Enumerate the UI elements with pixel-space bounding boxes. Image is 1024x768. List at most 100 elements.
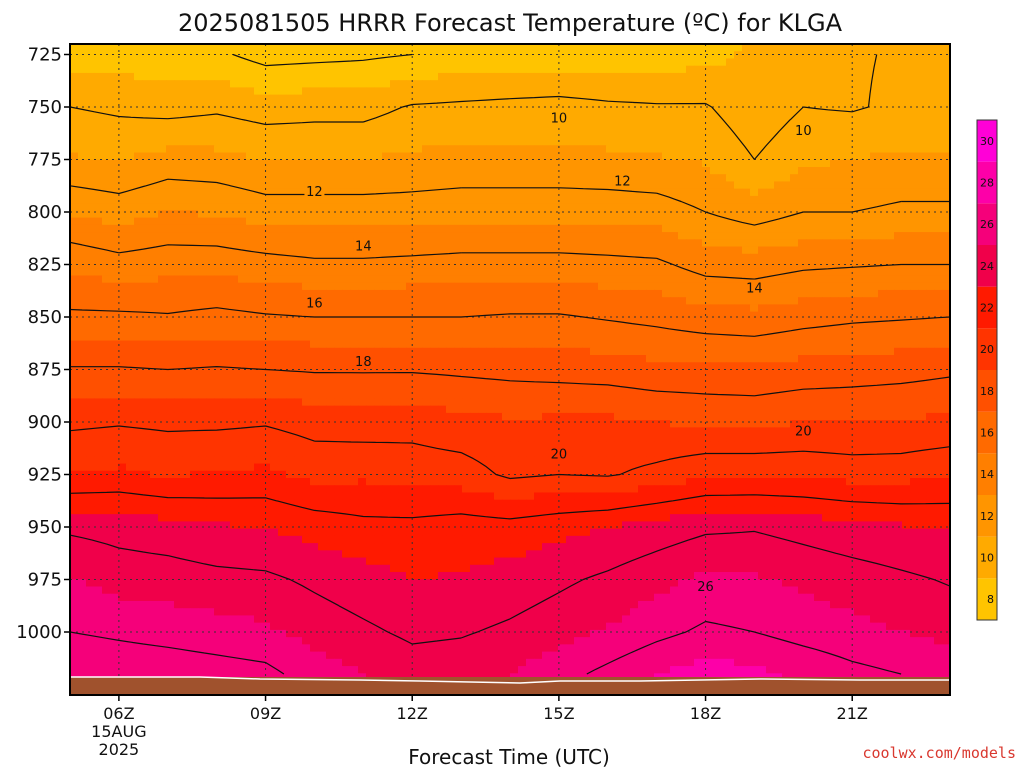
fill-cell xyxy=(206,174,215,183)
fill-cell xyxy=(182,311,191,320)
fill-cell xyxy=(558,282,567,291)
fill-cell xyxy=(638,217,647,226)
fill-cell xyxy=(694,333,703,342)
fill-cell xyxy=(166,101,175,110)
fill-cell xyxy=(94,203,103,211)
fill-cell xyxy=(846,232,855,240)
fill-cell xyxy=(590,340,599,349)
fill-cell xyxy=(878,94,887,103)
fill-cell xyxy=(214,333,223,342)
fill-cell xyxy=(182,145,191,154)
fill-cell xyxy=(86,239,95,248)
fill-cell xyxy=(734,94,743,103)
fill-cell xyxy=(534,181,543,190)
fill-cell xyxy=(878,210,887,219)
fill-cell xyxy=(646,246,655,255)
fill-cell xyxy=(886,318,895,327)
fill-cell xyxy=(942,166,950,175)
fill-cell xyxy=(182,304,191,313)
fill-cell xyxy=(678,224,687,233)
fill-cell xyxy=(774,232,783,240)
fill-cell xyxy=(150,65,159,74)
fill-cell xyxy=(654,203,663,211)
fill-cell xyxy=(310,210,319,219)
fill-cell xyxy=(302,224,311,233)
fill-cell xyxy=(150,311,159,320)
fill-cell xyxy=(686,87,695,96)
fill-cell xyxy=(286,87,295,96)
fill-cell xyxy=(286,51,295,60)
fill-cell xyxy=(558,145,567,154)
fill-cell xyxy=(702,94,711,103)
fill-cell xyxy=(326,166,335,175)
fill-cell xyxy=(742,246,751,255)
fill-cell xyxy=(710,275,719,284)
fill-cell xyxy=(678,282,687,291)
fill-cell xyxy=(910,347,919,356)
fill-cell xyxy=(670,116,679,125)
fill-cell xyxy=(142,355,151,363)
fill-cell xyxy=(646,195,655,204)
fill-cell xyxy=(942,217,950,226)
fill-cell xyxy=(142,246,151,255)
fill-cell xyxy=(398,195,407,204)
fill-cell xyxy=(510,239,519,248)
fill-cell xyxy=(446,203,455,211)
fill-cell xyxy=(758,239,767,248)
fill-cell xyxy=(918,181,927,190)
fill-cell xyxy=(118,326,127,334)
fill-cell xyxy=(294,355,303,363)
fill-cell xyxy=(102,138,111,146)
fill-cell xyxy=(350,145,359,154)
fill-cell xyxy=(294,239,303,248)
fill-cell xyxy=(214,138,223,146)
fill-cell xyxy=(542,326,551,334)
fill-cell xyxy=(886,109,895,117)
fill-cell xyxy=(582,282,591,291)
fill-cell xyxy=(406,87,415,96)
fill-cell xyxy=(134,326,143,334)
fill-cell xyxy=(174,210,183,219)
fill-cell xyxy=(126,253,135,262)
fill-cell xyxy=(222,152,231,161)
fill-cell xyxy=(366,101,375,110)
fill-cell xyxy=(782,58,791,67)
fill-cell xyxy=(886,362,895,371)
fill-cell xyxy=(822,268,831,277)
fill-cell xyxy=(702,347,711,356)
fill-cell xyxy=(446,87,455,96)
fill-cell xyxy=(382,333,391,342)
fill-cell xyxy=(918,152,927,161)
fill-cell xyxy=(910,217,919,226)
fill-cell xyxy=(878,159,887,168)
fill-cell xyxy=(686,138,695,146)
fill-cell xyxy=(270,297,279,305)
fill-cell xyxy=(886,65,895,74)
fill-cell xyxy=(758,130,767,139)
fill-cell xyxy=(70,369,79,378)
fill-cell xyxy=(926,145,935,154)
fill-cell xyxy=(582,318,591,327)
fill-cell xyxy=(342,239,351,248)
fill-cell xyxy=(918,51,927,60)
fill-cell xyxy=(302,289,311,298)
fill-cell xyxy=(718,355,727,363)
fill-cell xyxy=(78,232,87,240)
fill-cell xyxy=(934,145,943,154)
fill-cell xyxy=(198,297,207,305)
fill-cell xyxy=(614,94,623,103)
fill-cell xyxy=(510,362,519,371)
fill-cell xyxy=(518,333,527,342)
fill-cell xyxy=(174,217,183,226)
fill-cell xyxy=(510,181,519,190)
fill-cell xyxy=(614,311,623,320)
fill-cell xyxy=(454,289,463,298)
fill-cell xyxy=(70,297,79,305)
fill-cell xyxy=(262,195,271,204)
fill-cell xyxy=(102,65,111,74)
fill-cell xyxy=(518,311,527,320)
fill-cell xyxy=(502,101,511,110)
fill-cell xyxy=(814,261,823,269)
fill-cell xyxy=(86,369,95,378)
fill-cell xyxy=(606,174,615,183)
